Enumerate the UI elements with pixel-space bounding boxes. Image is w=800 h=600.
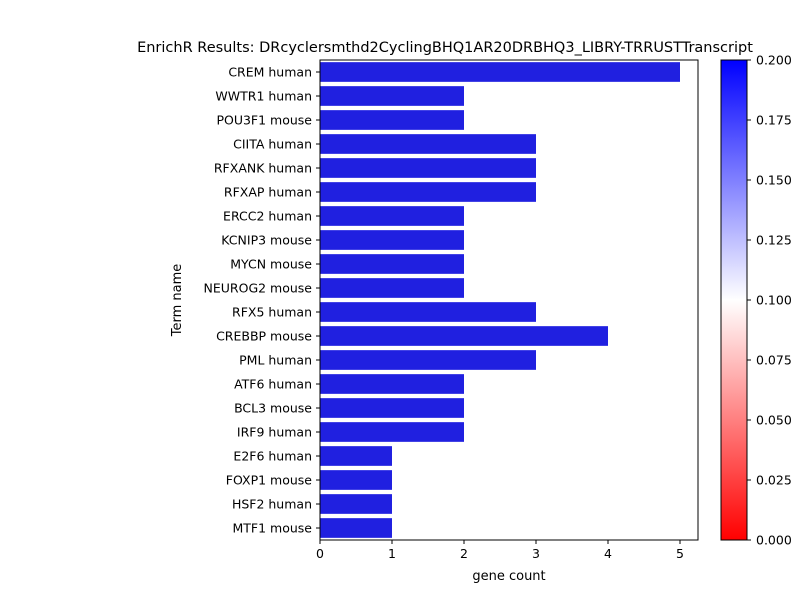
bar (320, 470, 392, 490)
colorbar-tick-label: 0.200 (756, 53, 792, 68)
y-tick-label: MTF1 mouse (233, 521, 313, 536)
y-tick-label: ATF6 human (234, 377, 312, 392)
bar (320, 350, 536, 370)
x-axis-label: gene count (472, 569, 545, 584)
y-tick-label: CREBBP mouse (216, 329, 312, 344)
colorbar-tick-label: 0.100 (756, 293, 792, 308)
x-tick-label: 3 (532, 546, 540, 561)
bar (320, 134, 536, 154)
bar (320, 254, 464, 274)
colorbar-tick-label: 0.000 (756, 533, 792, 548)
y-tick-label: WWTR1 human (215, 89, 312, 104)
y-tick-label: RFXAP human (224, 185, 312, 200)
bar (320, 158, 536, 178)
y-tick-label: MYCN mouse (230, 257, 312, 272)
x-tick-label: 4 (604, 546, 612, 561)
colorbar-tick-label: 0.125 (756, 233, 792, 248)
y-axis-label: Term name (170, 264, 185, 338)
bar (320, 494, 392, 514)
bar (320, 278, 464, 298)
bar (320, 230, 464, 250)
y-tick-label: E2F6 human (233, 449, 312, 464)
colorbar-tick-label: 0.175 (756, 113, 792, 128)
y-tick-label: PML human (239, 353, 312, 368)
y-tick-label: CREM human (228, 65, 312, 80)
y-axis-ticks: CREM human WWTR1 human POU3F1 mouse CIITA h… (204, 65, 320, 536)
bar (320, 446, 392, 466)
y-tick-label: ERCC2 human (223, 209, 312, 224)
bar (320, 62, 680, 82)
plot-frame (319, 59, 699, 541)
bar (320, 110, 464, 130)
colorbar-tick-label: 0.150 (756, 173, 792, 188)
colorbar-tick-label: 0.050 (756, 413, 792, 428)
y-tick-label: HSF2 human (232, 497, 312, 512)
y-tick-label: RFXANK human (214, 161, 312, 176)
bar (320, 182, 536, 202)
x-tick-label: 2 (460, 546, 468, 561)
bar (320, 302, 536, 322)
x-tick-label: 0 (316, 546, 324, 561)
y-tick-label: KCNIP3 mouse (221, 233, 312, 248)
colorbar-tick-label: 0.075 (756, 353, 792, 368)
x-tick-label: 5 (676, 546, 684, 561)
y-tick-label: BCL3 mouse (234, 401, 312, 416)
chart-title: EnrichR Results: DRcyclersmthd2CyclingBH… (137, 40, 753, 56)
colorbar-ticks: 0.000 0.025 0.050 0.075 0.100 0.125 0.150 0.175… (747, 53, 792, 548)
y-tick-label: IRF9 human (237, 425, 312, 440)
bar (320, 206, 464, 226)
bar (320, 422, 464, 442)
bar (320, 326, 608, 346)
bars-group (320, 62, 680, 538)
colorbar (720, 59, 748, 541)
y-tick-label: RFX5 human (232, 305, 312, 320)
x-axis-ticks: 0 1 2 3 4 5 (316, 540, 684, 561)
bar (320, 86, 464, 106)
y-tick-label: FOXP1 mouse (226, 473, 313, 488)
bar (320, 398, 464, 418)
y-tick-label: NEUROG2 mouse (204, 281, 313, 296)
y-tick-label: POU3F1 mouse (216, 113, 312, 128)
x-tick-label: 1 (388, 546, 396, 561)
y-tick-label: CIITA human (233, 137, 312, 152)
bar (320, 518, 392, 538)
colorbar-tick-label: 0.025 (756, 473, 792, 488)
bar (320, 374, 464, 394)
